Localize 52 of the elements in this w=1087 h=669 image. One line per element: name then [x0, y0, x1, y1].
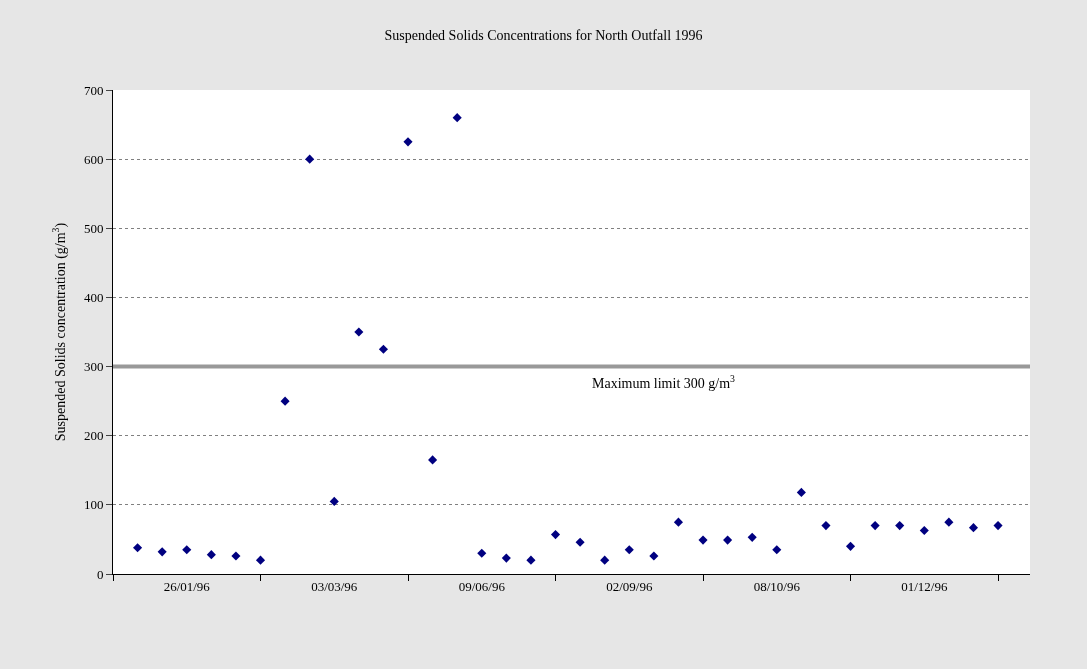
- point: [698, 535, 708, 545]
- point: [968, 523, 979, 533]
- point: [255, 555, 266, 565]
- y-tick-label: 500: [83, 220, 104, 236]
- point: [354, 327, 364, 337]
- x-tick-label: 02/09/96: [606, 578, 653, 594]
- point: [452, 113, 462, 123]
- point: [821, 521, 831, 531]
- y-tick-label: 0: [96, 566, 104, 582]
- chart-title: Suspended Solids Concentrations for North Outfall 1996: [384, 27, 703, 43]
- y-tick-label: 700: [83, 82, 104, 98]
- x-tick-label: 09/06/96: [458, 578, 506, 594]
- y-tick-label: 200: [83, 428, 104, 444]
- point: [182, 545, 192, 555]
- point: [280, 396, 290, 406]
- point: [747, 532, 757, 542]
- point: [624, 545, 634, 555]
- x-tick-label: 01/12/96: [901, 578, 948, 594]
- point: [157, 547, 167, 557]
- y-tick-label: 300: [83, 359, 104, 375]
- y-tick-label: 600: [83, 151, 104, 167]
- point: [305, 154, 315, 164]
- point: [378, 344, 388, 354]
- point: [944, 517, 954, 527]
- ref-line-label: Maximum limit 300 g/m$^{3}$: [592, 373, 736, 391]
- point: [575, 537, 585, 547]
- x-tick-label: 03/03/96: [311, 578, 358, 594]
- y-tick-label: 400: [83, 289, 104, 305]
- point: [772, 545, 782, 555]
- point: [993, 521, 1003, 531]
- point: [206, 550, 216, 560]
- point: [550, 530, 561, 540]
- point: [600, 555, 610, 565]
- y-tick-label: 100: [83, 497, 104, 513]
- point: [895, 521, 905, 531]
- x-tick-label: 26/01/96: [163, 578, 211, 594]
- point: [231, 551, 241, 561]
- point: [796, 487, 806, 497]
- x-tick-label: 08/10/96: [753, 578, 801, 594]
- point: [526, 555, 536, 565]
- point: [723, 535, 733, 545]
- point: [403, 137, 413, 147]
- point: [501, 553, 511, 563]
- point: [133, 543, 143, 553]
- point: [649, 551, 659, 561]
- point: [329, 496, 339, 506]
- point: [845, 541, 856, 551]
- point: [673, 517, 683, 527]
- point: [870, 521, 880, 531]
- point: [477, 548, 487, 558]
- point: [919, 525, 929, 535]
- point: [428, 455, 438, 465]
